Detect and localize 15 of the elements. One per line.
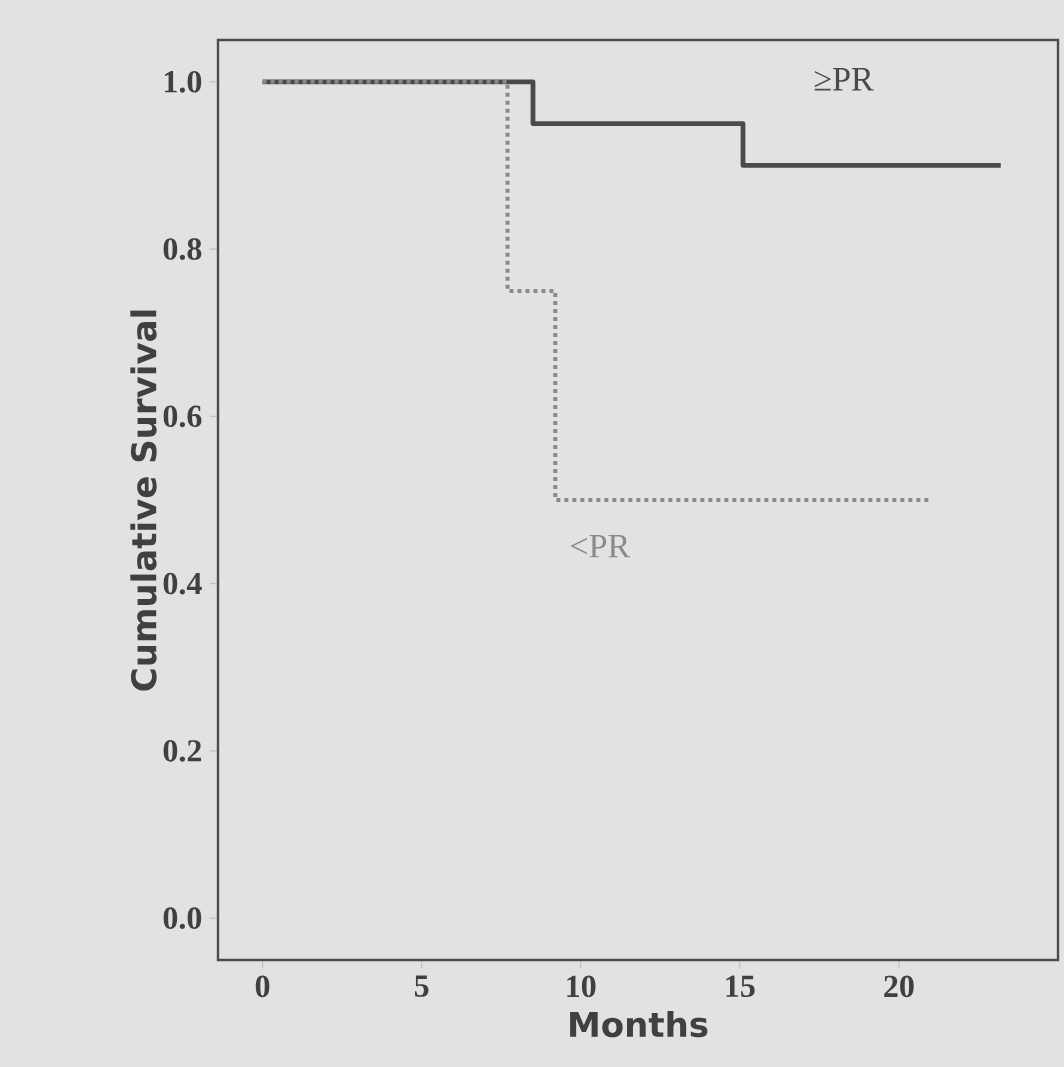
y-tick-label: 0.2 (163, 740, 202, 762)
y-axis-title: Cumulative Survival (130, 310, 157, 691)
series-label: <PR (571, 535, 631, 558)
x-tick-label: 15 (726, 975, 755, 998)
x-axis-title: Months (570, 1010, 708, 1038)
y-tick-label: 0.8 (163, 238, 202, 260)
x-tick-label: 5 (414, 975, 429, 997)
x-tick-label: 20 (884, 975, 914, 998)
y-tick-label: 0.0 (163, 907, 202, 930)
y-tick-label: 0.6 (163, 405, 202, 428)
x-tick-label: 0 (255, 975, 270, 998)
x-tick-label: 10 (567, 975, 596, 998)
y-tick-label: 1.0 (164, 70, 202, 93)
text: ≥PR (814, 68, 874, 91)
y-tick-label: 0.4 (163, 572, 202, 595)
